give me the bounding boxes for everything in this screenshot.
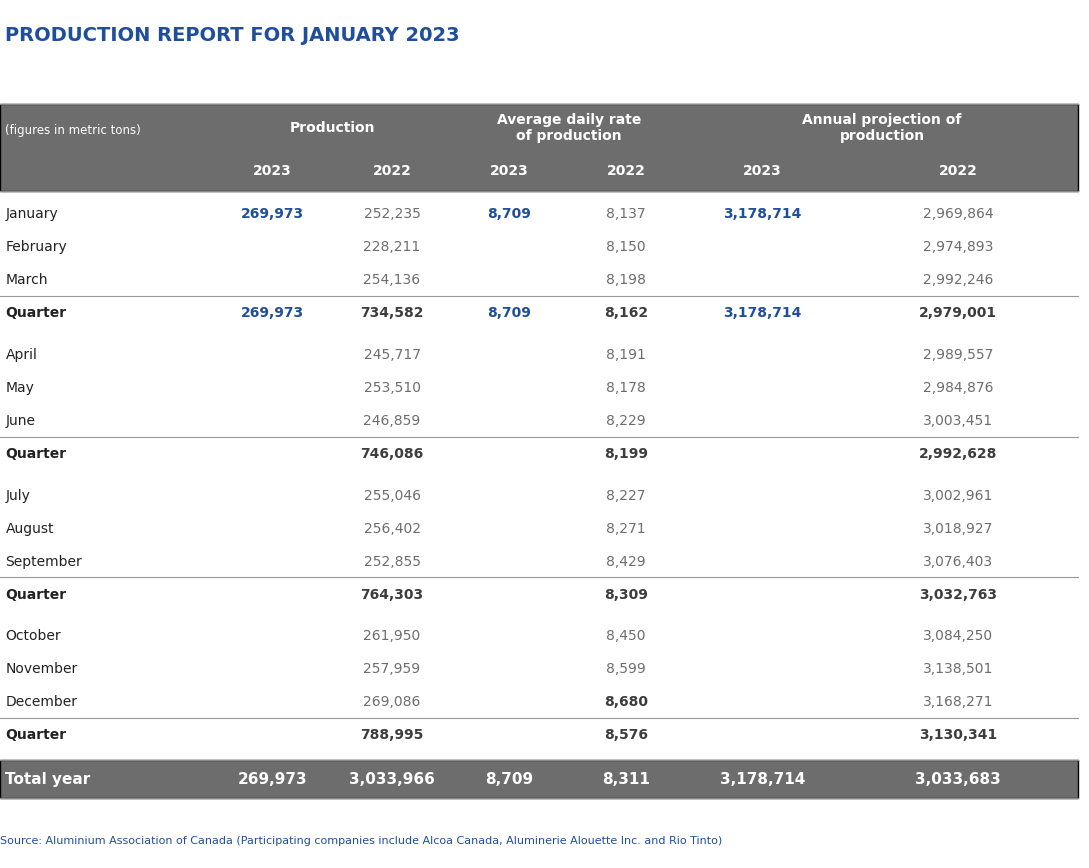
Text: 253,510: 253,510 — [364, 381, 420, 395]
Text: 261,950: 261,950 — [364, 629, 420, 643]
Text: April: April — [5, 348, 37, 362]
Text: 257,959: 257,959 — [364, 662, 420, 676]
Text: 269,973: 269,973 — [241, 207, 304, 221]
Text: 8,229: 8,229 — [607, 414, 646, 428]
Text: 8,429: 8,429 — [607, 555, 646, 569]
Text: 8,709: 8,709 — [487, 207, 531, 221]
Text: 269,973: 269,973 — [241, 306, 304, 320]
Text: 3,178,714: 3,178,714 — [720, 772, 805, 786]
FancyBboxPatch shape — [0, 104, 1078, 191]
Text: 2,969,864: 2,969,864 — [923, 207, 993, 221]
Text: 8,150: 8,150 — [607, 240, 646, 254]
Text: 8,199: 8,199 — [604, 447, 648, 461]
Text: 2,979,001: 2,979,001 — [919, 306, 998, 320]
Text: Production: Production — [290, 121, 375, 135]
Text: Quarter: Quarter — [5, 588, 66, 602]
Text: 252,855: 252,855 — [364, 555, 420, 569]
Text: 3,002,961: 3,002,961 — [923, 489, 993, 503]
Text: 254,136: 254,136 — [364, 273, 420, 287]
Text: 3,033,683: 3,033,683 — [916, 772, 1001, 786]
Text: 8,450: 8,450 — [607, 629, 646, 643]
Text: 8,137: 8,137 — [607, 207, 646, 221]
Text: 3,032,763: 3,032,763 — [919, 588, 998, 602]
Text: 228,211: 228,211 — [364, 240, 420, 254]
Text: PRODUCTION REPORT FOR JANUARY 2023: PRODUCTION REPORT FOR JANUARY 2023 — [5, 26, 460, 45]
Text: 764,303: 764,303 — [360, 588, 424, 602]
Text: 3,084,250: 3,084,250 — [923, 629, 993, 643]
Text: 269,086: 269,086 — [364, 695, 420, 709]
Text: 8,680: 8,680 — [604, 695, 648, 709]
Text: 3,178,714: 3,178,714 — [723, 306, 802, 320]
Text: 255,046: 255,046 — [364, 489, 420, 503]
Text: 734,582: 734,582 — [360, 306, 424, 320]
Text: 2022: 2022 — [372, 164, 412, 179]
Text: Quarter: Quarter — [5, 728, 66, 742]
Text: Annual projection of
production: Annual projection of production — [803, 113, 962, 143]
Text: February: February — [5, 240, 68, 254]
Text: 8,709: 8,709 — [487, 306, 531, 320]
Text: Quarter: Quarter — [5, 306, 66, 320]
Text: 3,003,451: 3,003,451 — [923, 414, 993, 428]
Text: 2,974,893: 2,974,893 — [923, 240, 993, 254]
Text: June: June — [5, 414, 36, 428]
Text: 2023: 2023 — [490, 164, 528, 179]
Text: 8,198: 8,198 — [607, 273, 646, 287]
Text: 252,235: 252,235 — [364, 207, 420, 221]
Text: Source: Aluminium Association of Canada (Participating companies include Alcoa C: Source: Aluminium Association of Canada … — [0, 836, 722, 846]
Text: 256,402: 256,402 — [364, 522, 420, 536]
Text: 8,191: 8,191 — [607, 348, 646, 362]
Text: (figures in metric tons): (figures in metric tons) — [5, 124, 142, 137]
Text: 8,576: 8,576 — [604, 728, 648, 742]
Text: 8,162: 8,162 — [604, 306, 648, 320]
Text: November: November — [5, 662, 77, 676]
Text: May: May — [5, 381, 35, 395]
Text: 2023: 2023 — [253, 164, 292, 179]
Text: 2,989,557: 2,989,557 — [923, 348, 993, 362]
Text: September: September — [5, 555, 82, 569]
Text: 2,992,628: 2,992,628 — [919, 447, 998, 461]
Text: 746,086: 746,086 — [360, 447, 424, 461]
Text: 3,018,927: 3,018,927 — [923, 522, 993, 536]
Text: 2022: 2022 — [607, 164, 646, 179]
Text: 788,995: 788,995 — [360, 728, 424, 742]
Text: August: August — [5, 522, 54, 536]
FancyBboxPatch shape — [0, 760, 1078, 799]
Text: 3,138,501: 3,138,501 — [923, 662, 993, 676]
Text: 8,709: 8,709 — [485, 772, 534, 786]
Text: 8,227: 8,227 — [607, 489, 646, 503]
Text: Quarter: Quarter — [5, 447, 66, 461]
Text: Average daily rate
of production: Average daily rate of production — [497, 113, 641, 143]
Text: 2,984,876: 2,984,876 — [923, 381, 993, 395]
Text: 3,168,271: 3,168,271 — [923, 695, 993, 709]
Text: 8,599: 8,599 — [607, 662, 646, 676]
Text: 8,309: 8,309 — [604, 588, 648, 602]
Text: 3,178,714: 3,178,714 — [723, 207, 802, 221]
Text: March: March — [5, 273, 48, 287]
Text: 269,973: 269,973 — [237, 772, 307, 786]
Text: December: December — [5, 695, 77, 709]
Text: October: October — [5, 629, 61, 643]
Text: Total year: Total year — [5, 772, 90, 786]
Text: 3,076,403: 3,076,403 — [923, 555, 993, 569]
Text: 2,992,246: 2,992,246 — [923, 273, 993, 287]
Text: 8,271: 8,271 — [607, 522, 646, 536]
Text: 2022: 2022 — [939, 164, 978, 179]
Text: July: July — [5, 489, 30, 503]
Text: January: January — [5, 207, 58, 221]
Text: 3,033,966: 3,033,966 — [350, 772, 435, 786]
Text: 2023: 2023 — [743, 164, 782, 179]
Text: 246,859: 246,859 — [364, 414, 420, 428]
Text: 8,178: 8,178 — [607, 381, 646, 395]
Text: 245,717: 245,717 — [364, 348, 420, 362]
Text: 3,130,341: 3,130,341 — [919, 728, 998, 742]
Text: 8,311: 8,311 — [602, 772, 650, 786]
